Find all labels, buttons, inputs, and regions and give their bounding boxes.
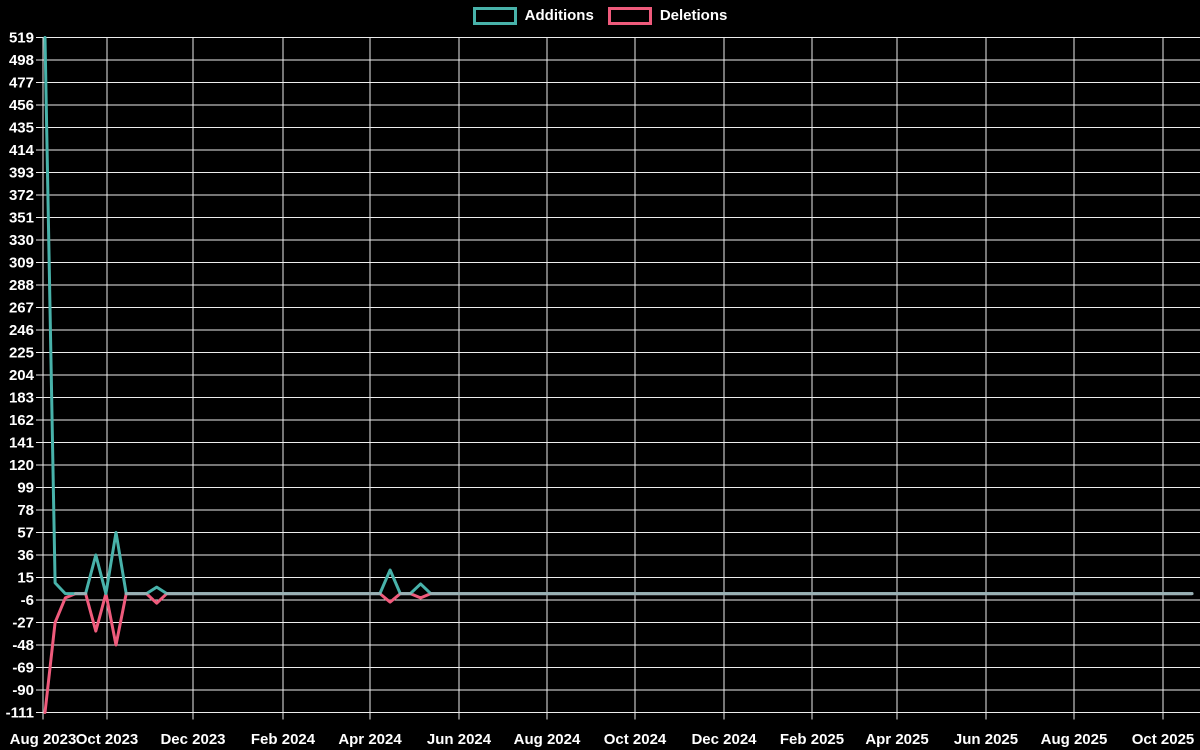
y-tick-label: 288 [9, 277, 34, 294]
y-tick-label: -6 [21, 592, 34, 609]
x-tick-label: Aug 2025 [1041, 731, 1108, 748]
y-tick-label: 414 [9, 142, 35, 159]
legend-label-additions: Additions [524, 7, 594, 24]
y-tick-label: 477 [9, 75, 34, 92]
chart-legend: Additions Deletions [0, 7, 1200, 25]
y-tick-label: 99 [17, 480, 34, 497]
y-tick-label: 120 [9, 457, 34, 474]
y-tick-label: 15 [17, 570, 34, 587]
y-tick-label: -27 [12, 615, 34, 632]
y-tick-label: 204 [9, 367, 35, 384]
y-tick-label: 351 [9, 210, 34, 227]
y-tick-label: 141 [9, 435, 34, 452]
y-tick-label: 309 [9, 255, 34, 272]
y-tick-label: 498 [9, 52, 34, 69]
y-tick-label: 519 [9, 30, 34, 47]
legend-label-deletions: Deletions [659, 7, 728, 24]
y-tick-label: 225 [9, 345, 34, 362]
x-tick-label: Aug 2023 [10, 731, 77, 748]
y-tick-label: 162 [9, 412, 34, 429]
y-tick-label: -69 [12, 660, 34, 677]
x-tick-label: Jun 2024 [427, 731, 492, 748]
y-tick-label: 456 [9, 97, 34, 114]
deletions-line [43, 592, 1194, 714]
y-tick-label: 435 [9, 120, 34, 137]
y-tick-label: -111 [6, 705, 34, 722]
y-tick-label: -90 [12, 682, 34, 699]
x-tick-label: Oct 2024 [604, 731, 667, 748]
y-tick-label: 267 [9, 300, 34, 317]
y-tick-label: 246 [9, 322, 34, 339]
additions-swatch-icon [472, 7, 517, 25]
x-tick-label: Dec 2024 [691, 731, 757, 748]
x-tick-label: Feb 2025 [780, 731, 844, 748]
x-tick-label: Oct 2025 [1132, 731, 1195, 748]
y-tick-label: 183 [9, 390, 34, 407]
legend-item-deletions[interactable]: Deletions [607, 7, 728, 25]
y-tick-label: 57 [17, 525, 34, 542]
y-tick-label: 330 [9, 232, 34, 249]
x-tick-label: Dec 2023 [160, 731, 225, 748]
x-tick-label: Aug 2024 [514, 731, 581, 748]
y-tick-label: 393 [9, 165, 34, 182]
y-tick-label: 78 [17, 502, 34, 519]
legend-item-additions[interactable]: Additions [472, 7, 594, 25]
deletions-swatch-icon [607, 7, 652, 25]
x-tick-label: Oct 2023 [76, 731, 139, 748]
x-tick-label: Jun 2025 [954, 731, 1018, 748]
x-tick-label: Apr 2024 [338, 731, 402, 748]
x-tick-label: Feb 2024 [251, 731, 316, 748]
y-tick-label: 372 [9, 187, 34, 204]
y-tick-label: 36 [17, 547, 34, 564]
y-tick-label: -48 [12, 637, 34, 654]
x-tick-label: Apr 2025 [865, 731, 928, 748]
